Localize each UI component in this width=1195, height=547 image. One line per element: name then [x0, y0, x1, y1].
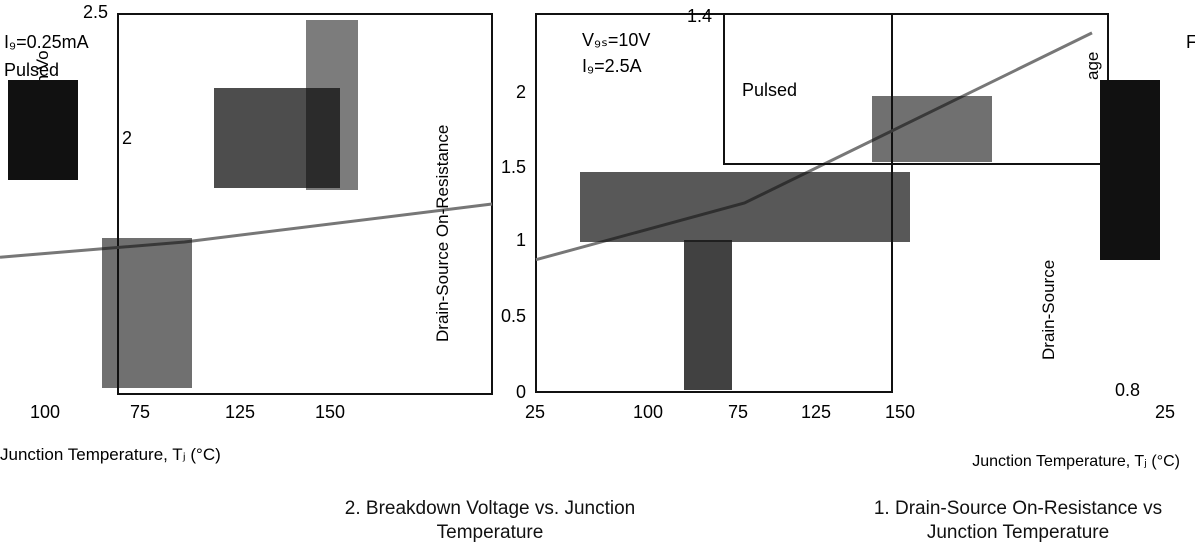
y-tick-label: 2	[516, 82, 526, 102]
render-glitch	[102, 238, 192, 388]
x-axis-label: Junction Temperature, Tⱼ (°C)	[972, 453, 1180, 470]
render-glitch	[306, 20, 358, 190]
x-tick-label: 125	[225, 402, 255, 422]
y-tick-label: 0	[516, 382, 526, 402]
x-tick-label: 25	[1155, 402, 1175, 422]
y-axis-label: Drain-Source	[1039, 260, 1058, 360]
chart-caption: 1. Drain-Source On-Resistance vs Junctio…	[838, 497, 1195, 545]
x-tick-label: 25	[525, 402, 545, 422]
y-tick-label: 1.5	[501, 157, 526, 177]
x-tick-label: 75	[728, 402, 748, 422]
x-tick-label: 100	[633, 402, 663, 422]
y-tick-label: 2	[122, 128, 132, 148]
condition-text: V₉ₛ=10V	[582, 30, 650, 50]
render-glitch	[684, 240, 732, 390]
left-tick-label: 1.4	[687, 6, 712, 26]
condition-text: I₉=0.25mA	[4, 32, 89, 52]
x-tick-label: 100	[30, 402, 60, 422]
y-axis-label: Drain-Source On-Resistance	[433, 125, 452, 342]
render-glitch	[1100, 80, 1160, 260]
x-tick-label: 125	[801, 402, 831, 422]
y-axis-label: age	[1083, 52, 1102, 80]
series-line	[0, 204, 492, 257]
render-glitch	[8, 80, 78, 180]
caption-line: 2. Breakdown Voltage vs. Junction	[250, 497, 730, 521]
y-tick-label: 0.5	[501, 306, 526, 326]
x-tick-label: 75	[130, 402, 150, 422]
y-tick-label: 2.5	[83, 2, 108, 22]
render-glitch	[872, 96, 992, 162]
left-tick-label: 0.8	[1115, 380, 1140, 400]
chart-caption: 2. Breakdown Voltage vs. Junction Temper…	[250, 497, 730, 545]
right-fragment: F	[1186, 32, 1195, 52]
y-tick-label: 1	[516, 230, 526, 250]
condition-text: Pulsed	[742, 80, 797, 100]
x-axis-label: Junction Temperature, Tⱼ (°C)	[0, 445, 221, 464]
condition-text: I₉=2.5A	[582, 56, 642, 76]
caption-line: Junction Temperature	[838, 521, 1195, 545]
render-glitch	[580, 172, 910, 242]
x-tick-label: 150	[315, 402, 345, 422]
chart-breakdown-voltage: 2.5 2 I₉=0.25mA Pulsed Breakdown Vo 1007…	[0, 2, 492, 422]
caption-line: 1. Drain-Source On-Resistance vs	[838, 497, 1195, 521]
caption-line: Temperature	[250, 521, 730, 545]
x-tick-label: 150	[885, 402, 915, 422]
